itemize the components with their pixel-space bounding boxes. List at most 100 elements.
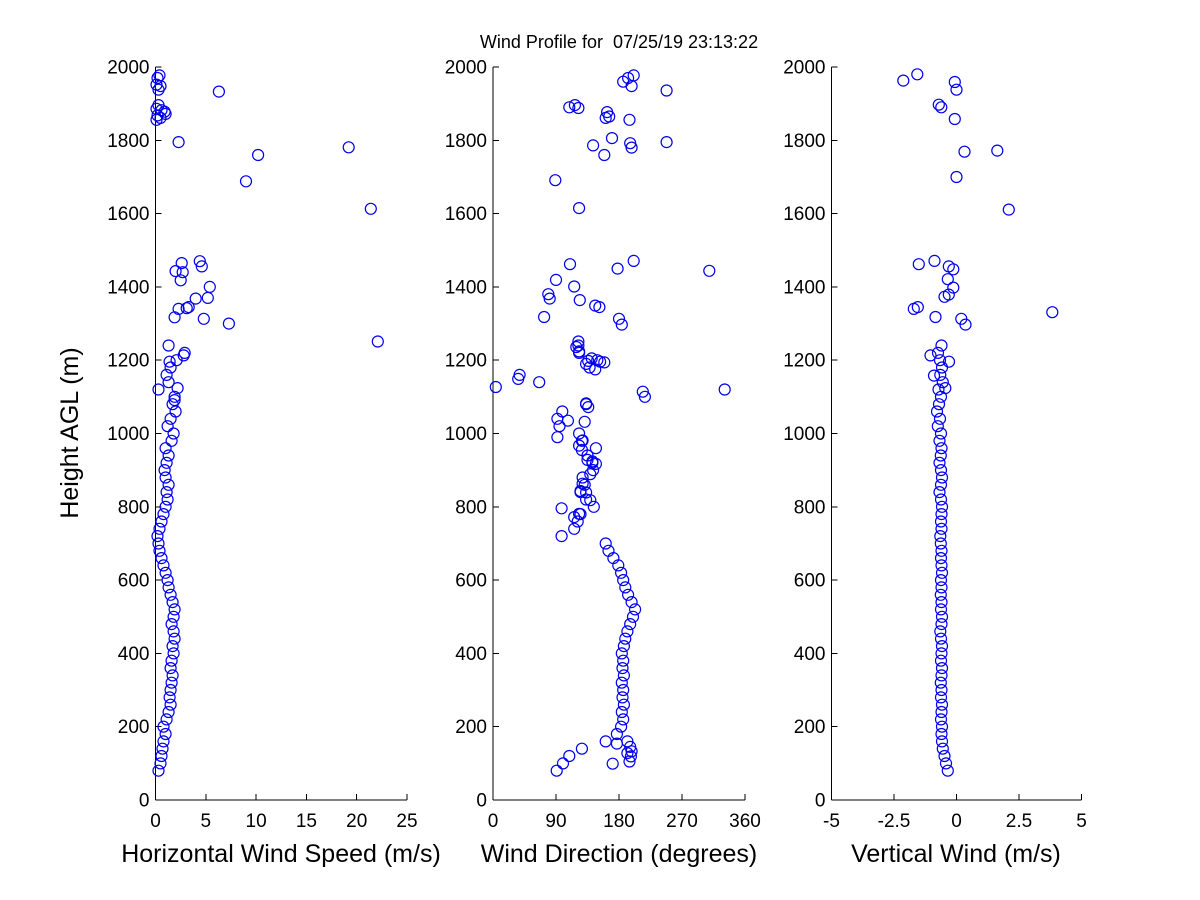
- data-point-marker: [155, 515, 168, 528]
- data-point-marker: [615, 647, 628, 660]
- data-point-marker: [572, 427, 586, 440]
- data-point-marker: [176, 266, 189, 279]
- data-point-marker: [703, 264, 716, 277]
- data-point-marker: [615, 318, 628, 331]
- data-point-marker: [169, 265, 182, 278]
- data-point-marker: [163, 355, 176, 368]
- data-point-marker: [1002, 203, 1015, 216]
- data-point-marker: [617, 683, 630, 697]
- data-point-marker: [151, 529, 164, 543]
- data-point-marker: [162, 478, 175, 491]
- data-point-marker: [942, 260, 955, 273]
- data-point-marker: [153, 522, 166, 535]
- data-points: [897, 68, 1059, 777]
- x-tick-label: 90: [545, 811, 566, 832]
- figure-title: Wind Profile for 07/25/19 23:13:22: [480, 32, 758, 52]
- y-tick-label: 1400: [107, 277, 149, 298]
- y-tick-label: 600: [455, 571, 487, 592]
- y-tick-label: 2000: [107, 58, 149, 79]
- y-tick-label: 2000: [445, 58, 487, 79]
- data-point-marker: [561, 414, 575, 427]
- data-point-marker: [568, 280, 581, 293]
- data-point-marker: [932, 98, 945, 111]
- data-point-marker: [912, 258, 925, 271]
- data-point-marker: [586, 455, 599, 468]
- data-point-marker: [578, 415, 591, 428]
- data-point-marker: [935, 442, 948, 455]
- y-tick-label: 1600: [783, 204, 825, 225]
- x-axis-label-vertical: Vertical Wind (m/s): [851, 840, 1061, 868]
- data-point-marker: [581, 453, 594, 466]
- data-point-marker: [174, 274, 187, 287]
- data-point-marker: [621, 71, 635, 85]
- data-point-marker: [616, 661, 629, 675]
- axis-ticks: 0 200 400 600 800 1000 1200 1400 1600 1800 2000 0 5 1…: [107, 58, 417, 833]
- data-point-marker: [933, 456, 946, 469]
- data-point-marker: [154, 757, 167, 770]
- data-point-marker: [602, 544, 615, 557]
- x-tick-label: -2.5: [878, 811, 911, 832]
- data-point-marker: [168, 390, 181, 403]
- data-point-marker: [930, 405, 944, 418]
- x-tick-label: 10: [246, 811, 267, 832]
- y-tick-label: 1000: [107, 424, 149, 445]
- data-point-marker: [598, 148, 611, 162]
- data-point-marker: [585, 352, 598, 365]
- data-point-marker: [934, 654, 948, 667]
- data-point-marker: [574, 484, 587, 498]
- data-point-marker: [556, 405, 569, 418]
- data-point-marker: [371, 335, 384, 348]
- data-point-marker: [950, 170, 963, 184]
- data-point-marker: [576, 434, 589, 447]
- data-point-marker: [934, 478, 948, 491]
- data-point-marker: [155, 551, 168, 565]
- data-point-marker: [555, 502, 568, 515]
- data-point-marker: [189, 292, 202, 305]
- data-point-marker: [935, 705, 948, 719]
- data-point-marker: [168, 603, 181, 616]
- data-point-marker: [161, 493, 174, 506]
- x-tick-label: 20: [346, 811, 367, 832]
- y-tick-label: 800: [118, 497, 150, 518]
- data-point-marker: [614, 720, 628, 733]
- data-point-marker: [934, 390, 948, 403]
- data-point-marker: [612, 312, 626, 325]
- data-point-marker: [660, 84, 673, 97]
- data-point-marker: [935, 735, 949, 748]
- data-point-marker: [935, 647, 948, 660]
- y-tick-label: 1800: [107, 131, 149, 152]
- y-tick-label: 1200: [107, 351, 149, 372]
- data-point-marker: [160, 486, 173, 499]
- data-point-marker: [168, 632, 181, 645]
- data-point-marker: [616, 691, 629, 704]
- data-point-marker: [934, 713, 948, 726]
- data-point-marker: [936, 742, 949, 755]
- data-point-marker: [153, 69, 166, 82]
- y-tick-label: 1200: [783, 351, 825, 372]
- data-point-marker: [934, 632, 948, 645]
- data-point-marker: [551, 431, 564, 444]
- data-point-marker: [555, 529, 568, 543]
- data-point-marker: [624, 137, 637, 150]
- data-point-marker: [195, 260, 208, 273]
- data-point-marker: [936, 376, 949, 389]
- y-tick-label: 600: [118, 571, 150, 592]
- subplot-horizontal-wind-speed: 0 200 400 600 800 1000 1200 1400 1600 1800 2000 0 5 1…: [56, 58, 441, 869]
- data-point-marker: [182, 301, 195, 314]
- data-point-marker: [578, 478, 591, 491]
- data-point-marker: [160, 456, 173, 469]
- data-point-marker: [162, 339, 175, 352]
- data-point-marker: [924, 349, 937, 362]
- data-point-marker: [168, 394, 181, 407]
- data-point-marker: [941, 764, 954, 777]
- data-point-marker: [600, 105, 614, 119]
- data-point-marker: [201, 291, 214, 304]
- y-tick-label: 1800: [445, 131, 487, 152]
- data-point-marker: [166, 639, 179, 653]
- data-point-marker: [576, 477, 589, 490]
- data-point-marker: [553, 420, 566, 433]
- x-tick-label: 5: [201, 811, 212, 832]
- x-tick-label: -5: [823, 811, 840, 832]
- data-point-marker: [167, 625, 180, 638]
